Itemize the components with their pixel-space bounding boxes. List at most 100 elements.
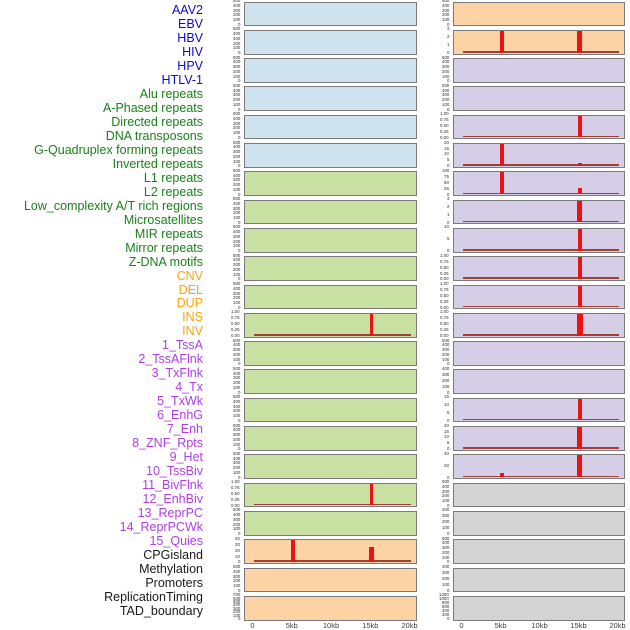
y-tick-label: 100 bbox=[232, 300, 240, 306]
y-axis-ticks-hpv: 500 400 300 200 100 0 bbox=[213, 112, 242, 140]
row-label-9-het: 9_Het bbox=[169, 450, 203, 465]
y-axis-ticks-a-phased-repeats: 500 400 300 200 100 0 bbox=[213, 197, 242, 225]
y-tick-label: 0 bbox=[446, 248, 449, 254]
y-axis-ticks-l1-repeats: 500 400 300 200 100 0 bbox=[213, 338, 242, 366]
signal-baseline bbox=[253, 334, 411, 336]
y-tick-label: 800 bbox=[441, 600, 449, 606]
y-tick-label: 2 bbox=[446, 34, 449, 40]
y-tick-label: 0.75 bbox=[440, 287, 449, 293]
y-tick-label: 400 bbox=[232, 229, 240, 235]
y-tick-label: 500 bbox=[441, 83, 449, 89]
y-tick-label: 500 bbox=[232, 394, 240, 400]
y-tick-label: 400 bbox=[232, 399, 240, 405]
track-plot-mir-repeats bbox=[244, 454, 417, 480]
y-tick-label: 500 bbox=[232, 54, 240, 60]
y-axis-ticks-hbv: 500 400 300 200 100 0 bbox=[213, 54, 242, 84]
y-tick-label: 0 bbox=[446, 418, 449, 424]
y-tick-label: 400 bbox=[232, 342, 240, 348]
y-tick-label: 0 bbox=[237, 163, 240, 169]
y-tick-label: 500 bbox=[232, 564, 240, 570]
track-plot-2-tssaflnk bbox=[453, 86, 625, 112]
y-tick-label: 0.50 bbox=[231, 491, 240, 497]
y-tick-label: 400 bbox=[232, 286, 240, 291]
y-tick-label: 0.50 bbox=[440, 264, 449, 270]
row-label-dup: DUP bbox=[176, 296, 203, 311]
y-tick-label: 0 bbox=[446, 191, 449, 197]
y-axis-ticks-dup: 700 600 500 400 300 200 100 0 bbox=[213, 593, 242, 621]
row-label-cnv: CNV bbox=[176, 268, 203, 283]
track-plot-replicationtiming bbox=[453, 567, 625, 593]
y-tick-label: 0 bbox=[237, 22, 240, 27]
peak-bar bbox=[368, 546, 374, 562]
y-tick-label: 0 bbox=[237, 305, 240, 310]
y-tick-label: 100 bbox=[232, 45, 240, 51]
y-axis-ticks-7-enh: 10 5 0 bbox=[422, 224, 451, 254]
y-axis-ticks-3-txflnk: 1.00 0.75 0.50 0.25 0.00 bbox=[422, 112, 451, 140]
y-tick-label: 200 bbox=[441, 97, 449, 103]
y-axis-ticks-aav2: 500 400 300 200 100 0 bbox=[213, 0, 242, 27]
y-tick-label: 0 bbox=[237, 588, 240, 593]
row-label-ebv: EBV bbox=[177, 16, 203, 31]
y-axis-ticks-microsatellites: 500 400 300 200 100 0 bbox=[213, 422, 242, 451]
peak-bar bbox=[499, 144, 504, 166]
y-tick-label: 0.75 bbox=[440, 258, 449, 264]
track-plot-cpgisland bbox=[453, 482, 625, 508]
row-label-mirror-repeats: Mirror repeats bbox=[125, 240, 203, 255]
signal-baseline bbox=[462, 249, 619, 251]
track-plot-14-reprpcwk bbox=[453, 426, 625, 451]
y-tick-label: 100 bbox=[232, 583, 240, 589]
y-tick-label: 600 bbox=[232, 595, 240, 601]
y-tick-label: 1 bbox=[446, 212, 449, 218]
y-tick-label: 0 bbox=[446, 78, 449, 84]
y-axis-ticks-9-het: 1.00 0.75 0.50 0.25 0.00 bbox=[422, 282, 451, 310]
y-tick-label: 15 bbox=[444, 145, 449, 151]
y-tick-label: 200 bbox=[232, 97, 240, 103]
y-tick-label: 300 bbox=[232, 234, 240, 240]
track-plot-1-tssa bbox=[453, 58, 625, 83]
y-tick-label: 300 bbox=[232, 149, 240, 155]
y-tick-label: 400 bbox=[232, 370, 240, 376]
y-tick-label: 0 bbox=[446, 616, 449, 622]
y-tick-label: 100 bbox=[232, 17, 240, 23]
y-tick-label: 10 bbox=[444, 224, 449, 230]
y-tick-label: 200 bbox=[232, 238, 240, 244]
row-label-dna-transposons: DNA transposons bbox=[105, 128, 203, 143]
peak-bar bbox=[577, 162, 582, 166]
track-plot-promoters bbox=[453, 539, 625, 564]
row-label-alu-repeats: Alu repeats bbox=[139, 86, 203, 101]
track-plot-l1-repeats bbox=[244, 341, 417, 366]
row-label-l1-repeats: L1 repeats bbox=[143, 170, 203, 185]
y-tick-label: 0.75 bbox=[440, 117, 449, 123]
y-tick-label: 5 bbox=[446, 410, 449, 416]
y-tick-label: 0.75 bbox=[231, 485, 240, 491]
signal-baseline bbox=[462, 164, 619, 166]
y-tick-label: 200 bbox=[232, 465, 240, 471]
y-tick-label: 100 bbox=[232, 526, 240, 532]
y-axis-ticks-g-quadruplex-forming-repeats: 500 400 300 200 100 0 bbox=[213, 282, 242, 310]
row-label-7-enh: 7_Enh bbox=[166, 422, 203, 437]
y-tick-label: 1.00 bbox=[231, 309, 240, 315]
x-axis-tick-label-15kb: 15kb bbox=[362, 620, 379, 630]
y-tick-label: 400 bbox=[232, 257, 240, 263]
y-tick-label: 2 bbox=[446, 204, 449, 210]
row-label-g-quadruplex-forming-repeats: G-Quadruplex forming repeats bbox=[34, 142, 203, 157]
y-tick-label: 0 bbox=[446, 22, 449, 27]
y-tick-label: 500 bbox=[232, 422, 240, 428]
y-tick-label: 300 bbox=[232, 177, 240, 183]
y-axis-ticks-2-tssaflnk: 500 400 300 200 100 0 bbox=[422, 83, 451, 111]
y-axis-ticks-cpgisland: 500 400 300 200 100 0 bbox=[422, 480, 451, 508]
y-tick-label: 200 bbox=[232, 578, 240, 584]
y-tick-label: 200 bbox=[441, 612, 449, 618]
y-tick-label: 0 bbox=[237, 276, 240, 282]
track-plot-cnv bbox=[244, 539, 417, 564]
y-tick-label: 400 bbox=[232, 569, 240, 574]
signal-baseline bbox=[253, 560, 411, 562]
y-tick-label: 300 bbox=[441, 372, 449, 378]
y-tick-label: 3 bbox=[446, 26, 449, 32]
y-tick-label: 0 bbox=[237, 78, 240, 84]
y-tick-label: 100 bbox=[232, 102, 240, 108]
signal-baseline bbox=[462, 192, 619, 195]
y-tick-label: 200 bbox=[441, 576, 449, 582]
y-axis-ticks-mir-repeats: 500 400 300 200 100 0 bbox=[213, 451, 242, 479]
